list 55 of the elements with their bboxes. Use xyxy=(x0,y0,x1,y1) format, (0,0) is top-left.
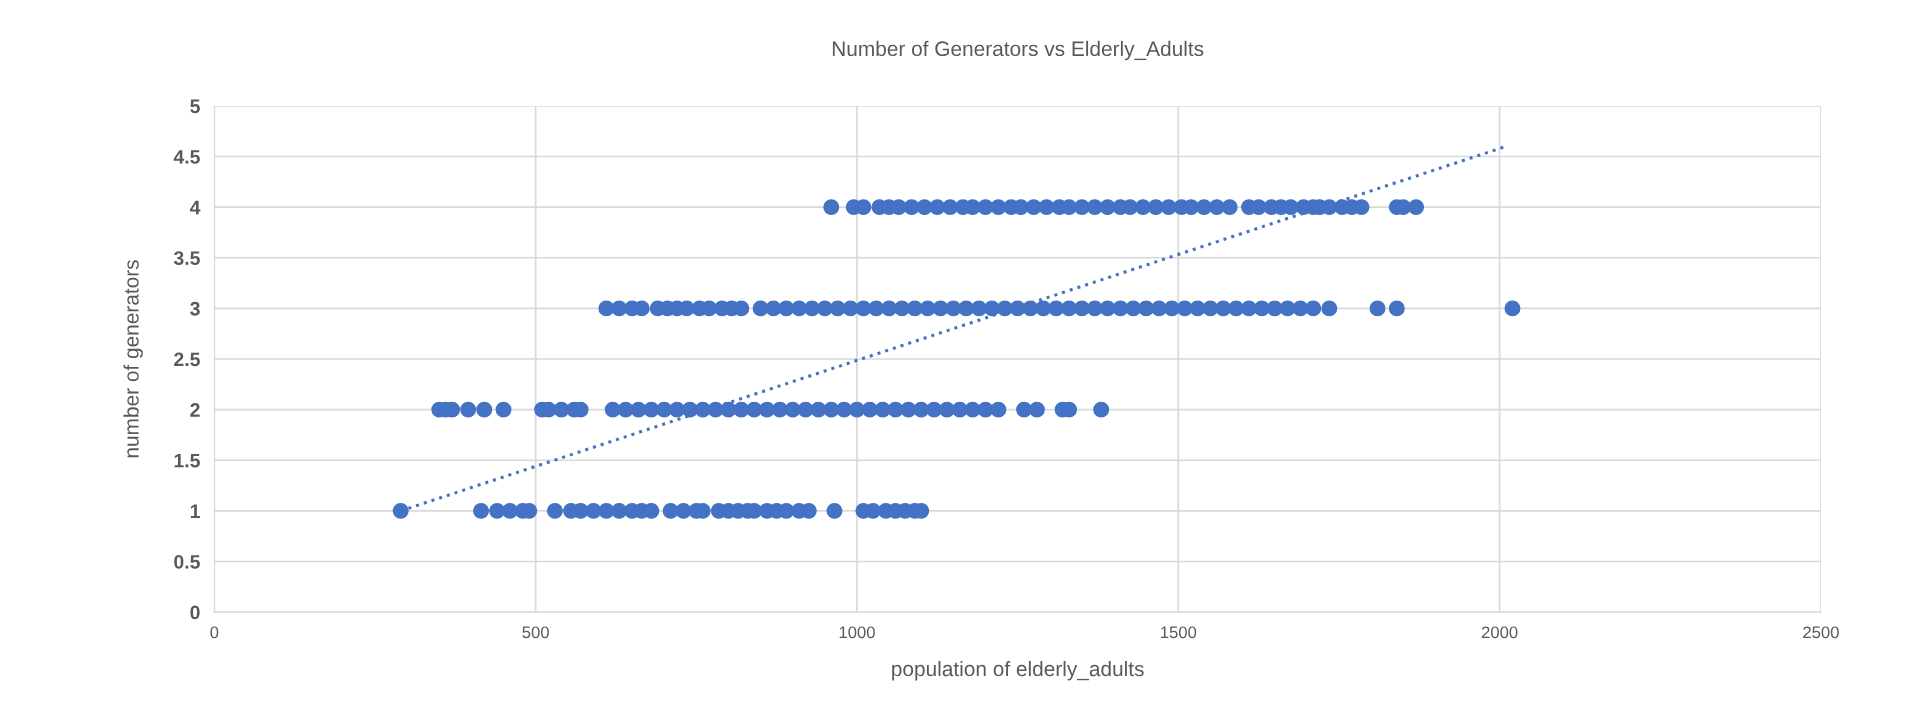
point xyxy=(916,199,933,216)
x-tick-label: 2500 xyxy=(1803,626,1839,639)
y-tick-label: 0 xyxy=(190,605,200,620)
point xyxy=(1408,199,1425,216)
point xyxy=(1196,199,1212,216)
point xyxy=(903,199,920,216)
y-tick-label: 2.5 xyxy=(174,352,200,367)
point xyxy=(546,502,563,519)
y-tick-label: 4 xyxy=(189,200,201,215)
point xyxy=(1073,199,1090,216)
point xyxy=(598,502,615,519)
y-tick-label: 1.5 xyxy=(174,453,200,468)
point xyxy=(990,199,1007,216)
point xyxy=(990,401,1007,418)
y-tick-label: 5 xyxy=(190,99,200,114)
point xyxy=(1099,199,1116,216)
point xyxy=(1086,199,1103,216)
chart-title: Number of Generators vs Elderly_Adults xyxy=(832,40,1204,61)
point xyxy=(1038,199,1055,216)
y-tick-label: 0.5 xyxy=(174,554,200,569)
point xyxy=(662,502,679,519)
point xyxy=(1025,199,1042,216)
point xyxy=(823,199,840,216)
point xyxy=(1208,199,1225,216)
point xyxy=(489,502,506,519)
point xyxy=(1147,199,1164,216)
x-tick-label: 500 xyxy=(522,626,549,639)
y-tick-label: 3.5 xyxy=(173,251,200,266)
y-axis-title: number of generators xyxy=(123,260,143,458)
y-tick-label: 4.5 xyxy=(173,150,200,164)
point xyxy=(495,401,512,418)
point xyxy=(392,502,409,519)
y-tick-label: 3 xyxy=(190,301,200,316)
point xyxy=(476,401,493,418)
point xyxy=(826,502,843,519)
point xyxy=(473,502,490,519)
x-tick-label: 1500 xyxy=(1161,626,1197,639)
y-tick-label: 2 xyxy=(190,403,200,417)
x-tick-label: 1000 xyxy=(839,626,875,639)
x-axis-title: population of elderly_adults xyxy=(892,660,1144,681)
point xyxy=(977,199,994,216)
x-tick-label: 0 xyxy=(210,626,219,639)
point xyxy=(1134,199,1151,216)
point xyxy=(501,502,518,519)
point xyxy=(617,401,634,418)
point xyxy=(1221,199,1238,216)
point xyxy=(929,199,946,216)
point xyxy=(460,401,477,418)
point xyxy=(1160,199,1177,216)
point xyxy=(1028,401,1045,418)
point xyxy=(604,401,621,418)
y-tick-label: 1 xyxy=(190,504,200,518)
x-tick-label: 2000 xyxy=(1481,626,1518,639)
point xyxy=(1093,401,1110,418)
point xyxy=(964,401,981,418)
